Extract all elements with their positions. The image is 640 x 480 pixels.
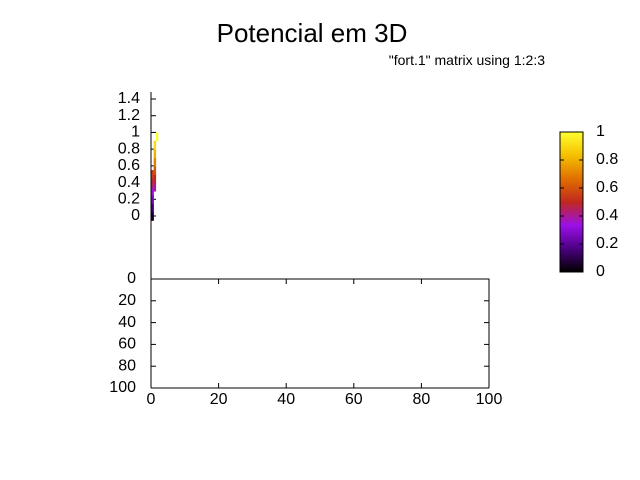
z-tick-label: 0.8 <box>118 140 140 157</box>
colorbox-tick-label: 0.6 <box>596 179 618 196</box>
x-tick-label: 40 <box>277 391 295 408</box>
surface-cell <box>153 157 157 167</box>
surface-cell <box>153 140 157 150</box>
colorbox: 0 0.2 0.4 0.6 0.8 1 <box>559 123 618 280</box>
surface-cell <box>153 149 157 159</box>
base-plane <box>150 278 490 388</box>
colorbox-tick-label: 1 <box>596 123 605 140</box>
surface-cell <box>151 203 154 213</box>
y-tick-label: 20 <box>118 292 136 309</box>
base-plane-outline <box>150 278 490 388</box>
x-tick-label: 80 <box>413 391 431 408</box>
y-tick-label: 100 <box>109 379 136 396</box>
surface-cell <box>153 165 157 175</box>
colorbox-tick-label: 0 <box>596 263 605 280</box>
x-axis: 0 20 40 60 80 100 <box>147 279 503 408</box>
colorbox-gradient <box>559 131 584 273</box>
surface-cell <box>151 178 154 188</box>
z-tick-label: 0.4 <box>118 174 140 191</box>
y-tick-label: 0 <box>127 270 136 287</box>
surface-cell <box>151 186 154 196</box>
z-tick-label: 0.2 <box>118 191 140 208</box>
z-tick-label: 0.6 <box>118 157 140 174</box>
colorbox-tick-label: 0.4 <box>596 207 618 224</box>
x-tick-label: 20 <box>210 391 228 408</box>
surface-cell <box>151 170 154 180</box>
z-tick-label: 1.2 <box>118 107 140 124</box>
x-tick-label: 60 <box>345 391 363 408</box>
surface-cell <box>151 211 154 221</box>
y-tick-label: 40 <box>118 314 136 331</box>
y-tick-label: 80 <box>118 357 136 374</box>
legend-entry: "fort.1" matrix using 1:2:3 <box>389 52 545 68</box>
chart-title: Potencial em 3D <box>217 18 408 48</box>
surface-cell <box>155 132 159 142</box>
y-axis: 0 20 40 60 80 100 <box>109 270 489 396</box>
y-tick-label: 60 <box>118 336 136 353</box>
surface-cell <box>151 195 154 205</box>
z-tick-label: 1 <box>131 124 140 141</box>
surface-cell <box>153 174 157 184</box>
z-tick-label: 1.4 <box>118 90 140 107</box>
x-tick-label: 100 <box>476 391 503 408</box>
surface-data <box>151 132 159 221</box>
x-tick-label: 0 <box>147 391 156 408</box>
surface-cell <box>153 182 157 192</box>
z-axis: 00.20.40.60.811.21.4 <box>118 90 156 279</box>
z-tick-label: 0 <box>131 207 140 224</box>
colorbox-tick-label: 0.2 <box>596 235 618 252</box>
colorbox-tick-label: 0.8 <box>596 151 618 168</box>
